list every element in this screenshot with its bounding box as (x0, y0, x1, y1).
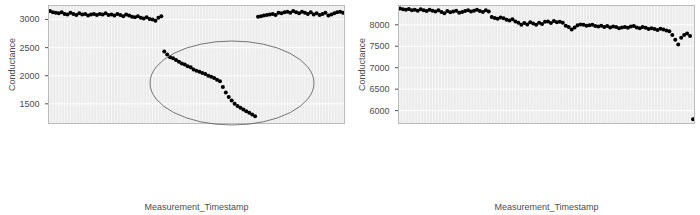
svg-text:7000: 7000 (369, 63, 389, 73)
svg-text:Measurement_Timestamp: Measurement_Timestamp (144, 202, 248, 212)
svg-text:8000: 8000 (369, 20, 389, 30)
svg-text:6000: 6000 (369, 106, 389, 116)
svg-text:2500: 2500 (19, 43, 39, 53)
svg-text:7500: 7500 (369, 41, 389, 51)
svg-text:2000: 2000 (19, 71, 39, 81)
svg-text:Conductance: Conductance (357, 38, 367, 91)
svg-text:Conductance: Conductance (7, 38, 17, 91)
svg-text:1500: 1500 (19, 99, 39, 109)
svg-text:6500: 6500 (369, 84, 389, 94)
svg-text:3000: 3000 (19, 14, 39, 24)
svg-text:Measurement_Timestamp: Measurement_Timestamp (494, 202, 598, 212)
